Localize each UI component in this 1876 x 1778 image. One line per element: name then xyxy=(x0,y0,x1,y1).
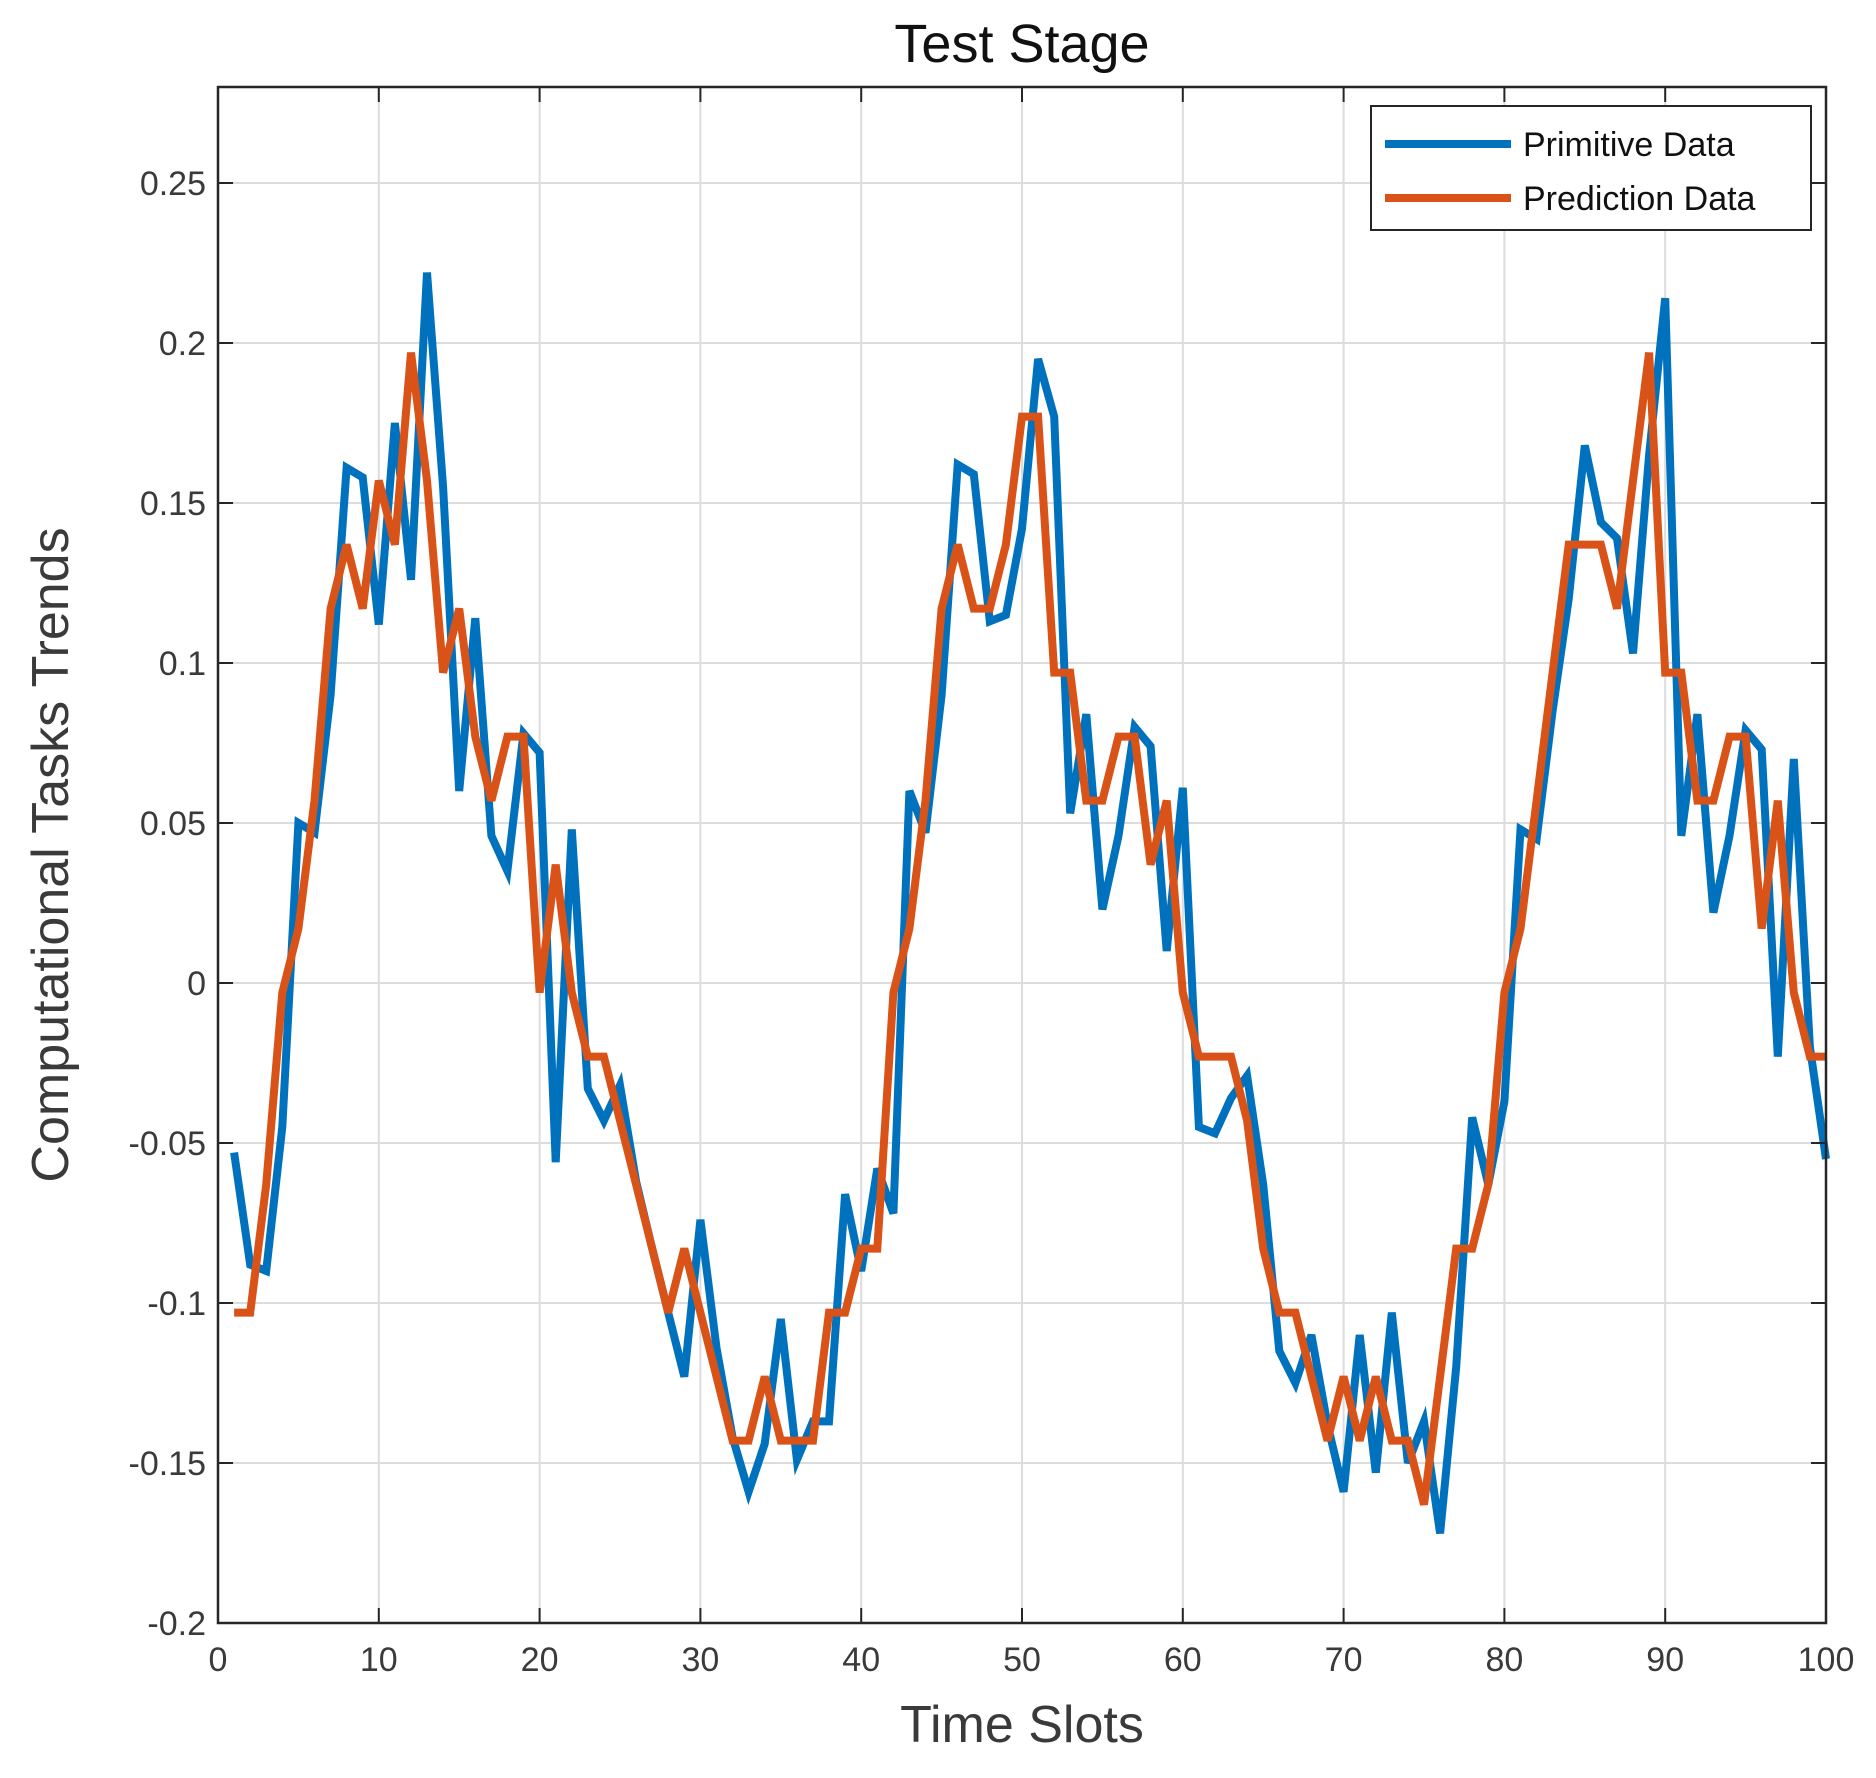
x-tick-label: 40 xyxy=(842,1641,880,1679)
x-tick-label: 90 xyxy=(1646,1641,1684,1679)
ticks xyxy=(217,87,1827,1624)
x-tick-label: 80 xyxy=(1485,1641,1523,1679)
y-tick-label: 0 xyxy=(187,965,206,1003)
legend: Primitive Data Prediction Data xyxy=(1370,105,1812,231)
series-line-primitive-data xyxy=(230,272,1830,1534)
y-tick-label: -0.05 xyxy=(129,1125,207,1163)
y-axis-label: Computational Tasks Trends xyxy=(22,527,80,1182)
y-tick-label: 0.15 xyxy=(140,485,206,523)
x-tick-label: 10 xyxy=(360,1641,398,1679)
y-tick-label: 0.2 xyxy=(159,325,206,363)
legend-label-primitive-data: Primitive Data xyxy=(1523,126,1735,164)
legend-label-prediction-data: Prediction Data xyxy=(1523,180,1756,218)
y-tick-label: 0.1 xyxy=(159,645,206,683)
x-tick-label: 50 xyxy=(1003,1641,1041,1679)
series-layer xyxy=(230,272,1830,1534)
tick-labels: 0 10 20 30 40 50 60 70 80 90 100 -0.2 -0.15 -0.1 -0.05… xyxy=(129,165,1855,1679)
y-tick-label: -0.15 xyxy=(129,1445,207,1483)
y-tick-label: -0.2 xyxy=(147,1605,206,1643)
x-tick-label: 0 xyxy=(209,1641,228,1679)
x-tick-label: 20 xyxy=(521,1641,559,1679)
x-tick-label: 100 xyxy=(1798,1641,1855,1679)
legend-box xyxy=(1370,105,1812,231)
x-tick-label: 60 xyxy=(1164,1641,1202,1679)
y-tick-label: 0.25 xyxy=(140,165,206,203)
series-line-prediction-data xyxy=(234,352,1826,1506)
x-tick-label: 30 xyxy=(681,1641,719,1679)
x-tick-label: 70 xyxy=(1325,1641,1363,1679)
y-tick-label: -0.1 xyxy=(147,1285,206,1323)
y-tick-label: 0.05 xyxy=(140,805,206,843)
chart-title: Test Stage xyxy=(894,14,1149,74)
x-axis-label: Time Slots xyxy=(900,1696,1144,1754)
